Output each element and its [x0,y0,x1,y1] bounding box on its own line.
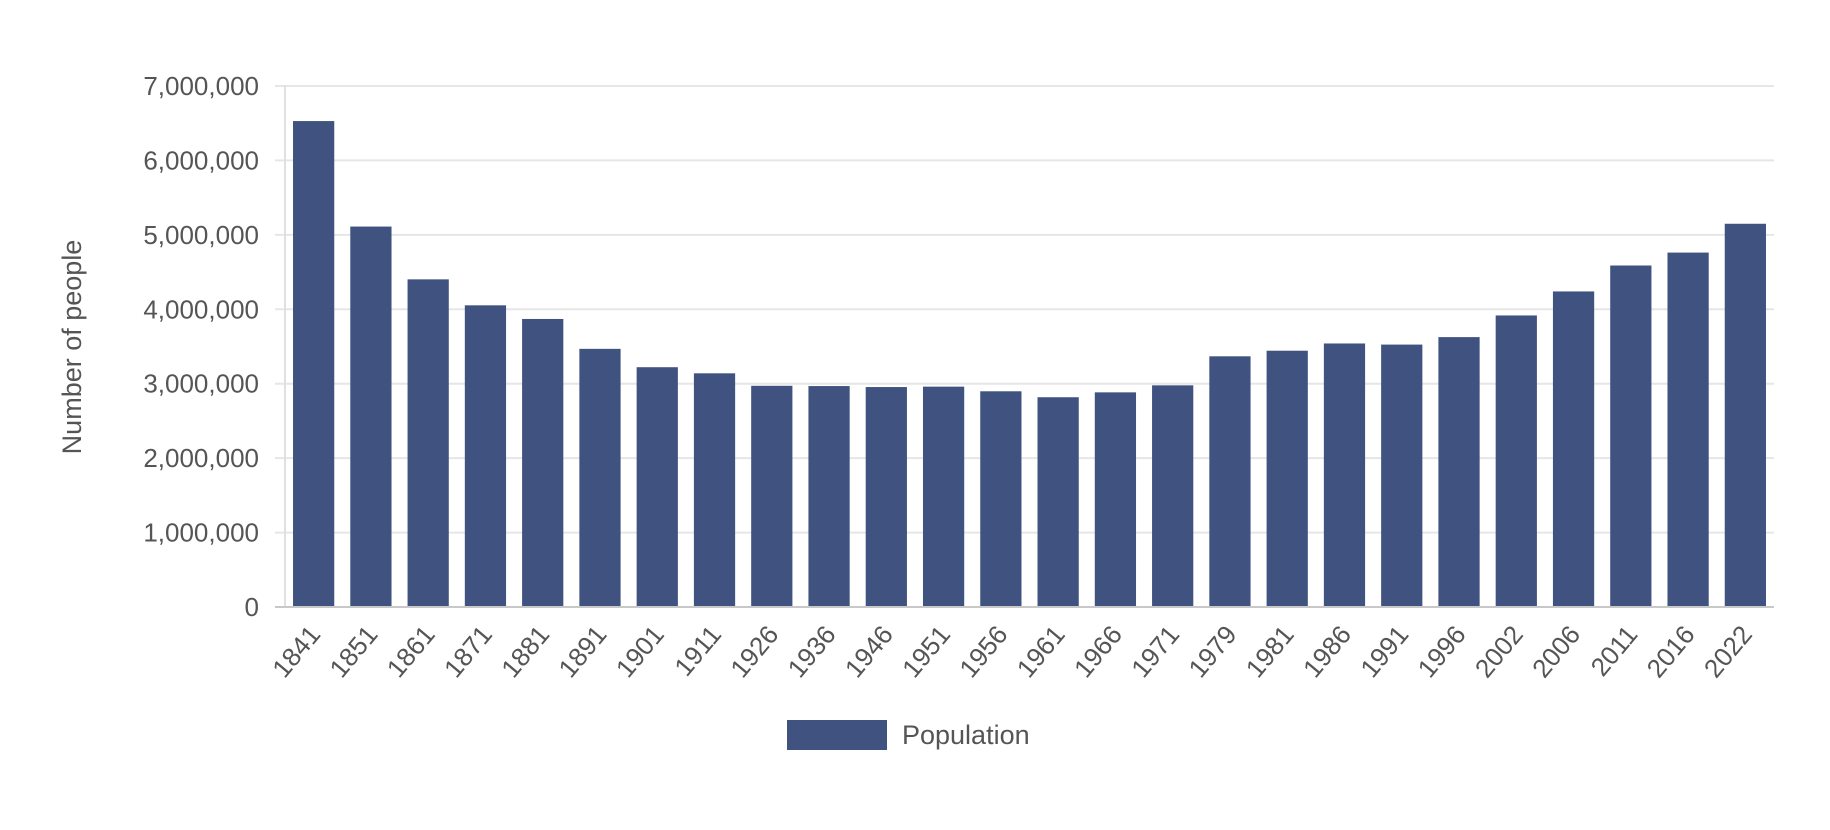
x-tick-label: 1946 [839,620,899,684]
y-tick-labels: 0 1,000,000 2,000,000 3,000,000 4,000,000 5,0… [143,71,259,622]
bar-1991[interactable] [1381,344,1423,607]
bar-1971[interactable] [1152,385,1194,607]
x-tick-label: 1961 [1011,620,1071,684]
x-tick-label: 1926 [724,620,784,684]
y-tick-label: 7,000,000 [143,71,259,101]
bars [293,121,1766,608]
y-tick-label: 5,000,000 [143,220,259,250]
x-tick-label: 1936 [781,620,841,684]
bar-1926[interactable] [751,385,793,607]
x-tick-label: 2002 [1469,620,1529,684]
legend[interactable]: Population [787,720,1030,750]
bar-1881[interactable] [522,318,564,607]
x-tick-label: 1991 [1354,620,1414,684]
x-tick-labels: 1841185118611871188118911901191119261936… [266,620,1758,684]
x-tick-label: 1956 [953,620,1013,684]
x-tick-label: 1971 [1125,620,1185,684]
y-tick-label: 0 [245,592,259,622]
bar-1951[interactable] [922,386,965,607]
y-tick-label: 3,000,000 [143,369,259,399]
bar-1996[interactable] [1438,337,1480,607]
y-tick-label: 1,000,000 [143,518,259,548]
x-tick-label: 2016 [1641,620,1701,684]
bar-1966[interactable] [1094,392,1137,607]
bar-2002[interactable] [1495,315,1537,607]
x-tick-label: 1996 [1411,620,1471,684]
bar-1946[interactable] [865,387,907,607]
x-tick-label: 1981 [1240,620,1300,684]
bar-1901[interactable] [636,367,678,607]
bar-1979[interactable] [1209,356,1251,607]
bar-1861[interactable] [407,279,449,607]
x-tick-label: 1881 [495,620,555,684]
x-tick-label: 2022 [1698,620,1758,684]
bar-2006[interactable] [1552,291,1595,607]
bar-1841[interactable] [293,121,335,608]
x-tick-label: 1861 [381,620,441,684]
legend-swatch [787,720,887,750]
y-tick-label: 4,000,000 [143,294,259,324]
bar-1986[interactable] [1323,343,1366,607]
legend-label-population: Population [902,720,1030,750]
bar-1871[interactable] [464,305,507,607]
bar-2011[interactable] [1610,265,1652,607]
x-tick-label: 1951 [896,620,956,684]
y-tick-label: 2,000,000 [143,443,259,473]
x-tick-label: 1871 [438,620,498,684]
x-tick-label: 1979 [1182,620,1242,684]
y-tick-label: 6,000,000 [143,145,259,175]
x-tick-label: 1901 [610,620,670,684]
bar-1891[interactable] [579,348,621,607]
bar-1911[interactable] [693,373,736,607]
bar-1961[interactable] [1037,397,1079,607]
x-tick-label: 1911 [668,620,727,682]
bar-1981[interactable] [1266,350,1308,607]
bar-2022[interactable] [1724,223,1766,607]
x-tick-label: 1966 [1068,620,1128,684]
x-tick-label: 1986 [1297,620,1357,684]
x-tick-label: 1841 [266,620,326,684]
bar-2016[interactable] [1667,252,1709,608]
bar-1956[interactable] [980,391,1022,607]
y-axis-title: Number of people [57,240,87,455]
axes [275,85,1774,608]
x-tick-label: 1851 [323,620,383,684]
x-tick-label: 2011 [1584,620,1643,682]
bar-1851[interactable] [350,226,392,607]
x-tick-label: 2006 [1526,620,1586,684]
bar-1936[interactable] [808,386,850,607]
x-tick-label: 1891 [552,620,612,684]
